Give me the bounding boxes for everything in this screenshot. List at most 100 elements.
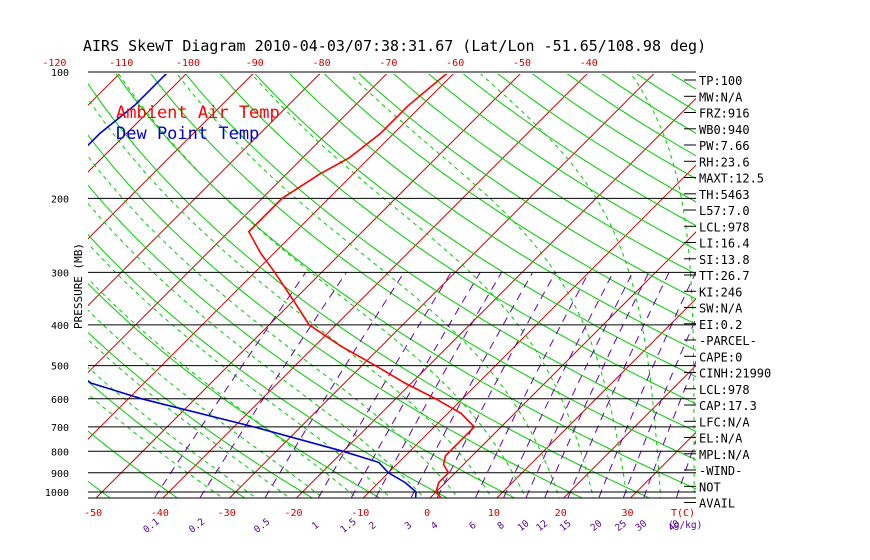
dry-adiabat-line [842, 72, 870, 513]
mixing-ratio-line [544, 272, 650, 498]
index-label: SI:13.8 [699, 253, 750, 267]
mixing-ratio-line [567, 272, 670, 498]
mixing-ratio-label: 15 [558, 518, 574, 534]
mixing-ratio-label: 4 [429, 520, 441, 532]
bottom-temp-tick-label: -50 [84, 508, 102, 519]
dry-adiabat-line [88, 184, 516, 498]
dry-adiabat-line [115, 74, 696, 490]
index-label: PW:7.66 [699, 139, 750, 153]
index-label: L57:7.0 [699, 204, 750, 218]
pressure-tick-label: 900 [51, 469, 69, 480]
top-temp-tick-label: -80 [313, 58, 331, 69]
dry-adiabat-line [323, 74, 696, 325]
pressure-tick-label: 800 [51, 447, 69, 458]
dry-adiabat-line [219, 74, 696, 405]
isotherm-line [88, 74, 388, 374]
mixing-ratio-line [623, 317, 696, 498]
mixing-ratio-line [410, 272, 534, 498]
profile-lines [88, 74, 476, 498]
legend-dew-point: Dew Point Temp [116, 124, 259, 144]
moist-adiabat-line [88, 202, 426, 498]
mixing-ratio-label: 25 [613, 518, 629, 534]
isotherm-line [816, 72, 870, 513]
index-label: EI:0.2 [699, 318, 742, 332]
index-label: RH:23.6 [699, 155, 750, 169]
top-temp-tick-label: -70 [379, 58, 397, 69]
dew-point-line [88, 74, 417, 498]
index-label: AVAIL [699, 497, 735, 511]
pressure-tick-label: 100 [51, 68, 69, 79]
isotherm-line [88, 74, 254, 240]
dry-adiabat-line [88, 480, 111, 498]
index-label: CINH:21990 [699, 367, 771, 381]
mixing-ratio-line [503, 272, 614, 498]
mixing-ratio-line [375, 272, 502, 498]
mixing-ratio-label: 1.5 [338, 516, 358, 535]
moist-adiabat-line [176, 74, 561, 498]
moist-adiabat-line [630, 74, 695, 498]
temp-unit-label: T(C) [671, 508, 695, 519]
y-axis-label: PRESSURE (MB) [72, 243, 85, 329]
pressure-tick-label: 700 [51, 423, 69, 434]
dry-adiabat-line [772, 72, 870, 513]
index-label: NOT [699, 480, 721, 494]
pressure-tick-label: 200 [51, 194, 69, 205]
isotherm-line [496, 298, 696, 498]
top-temp-tick-label: -110 [109, 58, 133, 69]
top-temp-tick-label: -50 [513, 58, 531, 69]
top-temp-tick-label: -100 [176, 58, 200, 69]
mixing-ratio-label: 0.2 [187, 516, 207, 535]
isotherm-line [629, 431, 696, 498]
index-label: KI:246 [699, 285, 742, 299]
pressure-tick-label: 1000 [45, 488, 69, 499]
index-label: LCL:978 [699, 220, 750, 234]
bottom-temp-tick-label: 30 [621, 508, 633, 519]
mixing-ratio-line [318, 272, 452, 498]
legend-ambient-temp: Ambient Air Temp [116, 103, 280, 123]
mixing-ratio-label: 3 [403, 520, 414, 532]
mixing-ratio-label: 10 [516, 518, 532, 534]
dry-adiabat-line [636, 74, 696, 112]
pressure-tick-label: 300 [51, 268, 69, 279]
index-label: WB0:940 [699, 123, 750, 137]
mixing-ratio-label: 0.5 [252, 516, 272, 535]
ambient-temp-line [247, 74, 476, 498]
dry-adiabat-line [150, 74, 696, 461]
mixing-ratio-unit-label: (g/kg) [668, 520, 702, 531]
indices-panel: TP:100 MW:N/A FRZ:916 WB0:940 PW:7.66 RH:23.6… [684, 74, 771, 511]
dry-adiabat-line [358, 74, 696, 300]
index-label: MW:N/A [699, 90, 743, 104]
moist-adiabat-line [118, 74, 527, 498]
mixing-ratio-line [199, 272, 347, 498]
moist-adiabat-line [88, 242, 392, 498]
top-temp-tick-label: -40 [580, 58, 598, 69]
bottom-temp-tick-label: 0 [424, 508, 430, 519]
isotherm-line [0, 72, 54, 513]
index-label: TH:5463 [699, 188, 750, 202]
moist-adiabat-line [251, 74, 594, 498]
index-label: CAPE:0 [699, 350, 742, 364]
isotherm-line [88, 74, 321, 307]
index-label: MPL:N/A [699, 448, 750, 462]
bottom-temp-tick-label: -30 [218, 508, 236, 519]
moist-adiabat-line [88, 97, 493, 498]
dry-adiabat-line [88, 430, 179, 498]
dry-adiabat-line [185, 74, 696, 433]
top-temp-tick-label: -60 [446, 58, 464, 69]
mixing-ratio-label: 6 [467, 520, 479, 532]
index-label: CAP:17.3 [699, 399, 757, 413]
index-label: TP:100 [699, 74, 742, 88]
isotherm-line [362, 164, 696, 498]
dry-adiabat-line [88, 380, 246, 498]
index-label: LI:16.4 [699, 237, 750, 251]
dry-adiabat-line [807, 72, 870, 513]
bottom-temp-tick-label: -10 [351, 508, 369, 519]
pressure-tick-label: 400 [51, 321, 69, 332]
mixing-ratio-label: 2 [367, 520, 378, 532]
thermo-grid [0, 72, 870, 513]
isotherm-line [429, 231, 696, 498]
moist-adiabat-line [88, 393, 224, 498]
index-label: FRZ:916 [699, 107, 750, 121]
top-temp-tick-label: -120 [42, 58, 66, 69]
